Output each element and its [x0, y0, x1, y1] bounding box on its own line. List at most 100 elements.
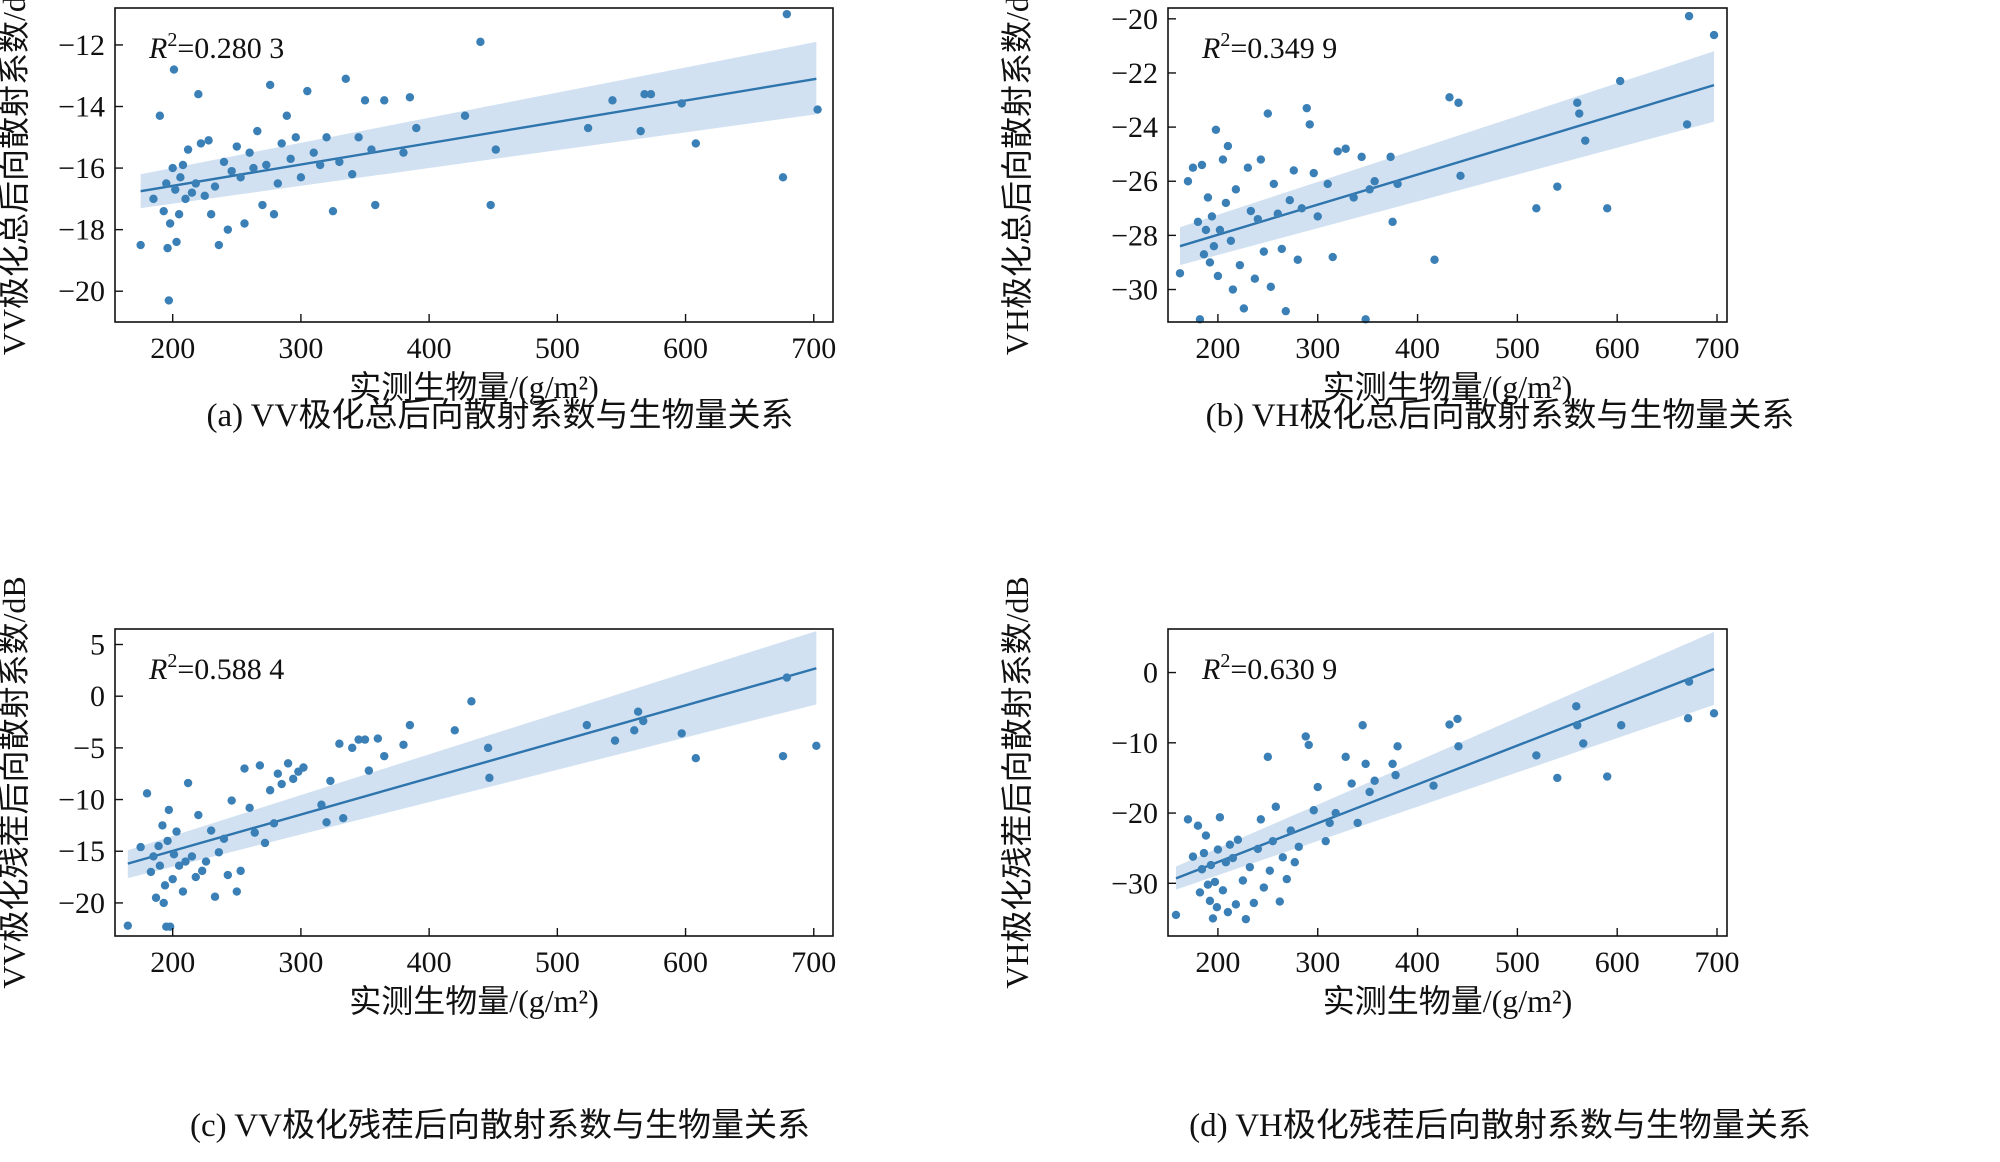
data-point: [289, 774, 298, 784]
data-point: [583, 123, 593, 133]
data-point: [1201, 831, 1211, 840]
data-point: [1183, 177, 1193, 186]
data-point: [691, 139, 701, 148]
x-tick-label: 200: [150, 332, 195, 365]
data-point: [200, 191, 209, 200]
data-point: [1370, 776, 1379, 785]
data-point: [1305, 120, 1314, 129]
data-point: [169, 850, 179, 859]
data-point: [1454, 742, 1463, 751]
data-point: [227, 796, 236, 805]
data-point: [1223, 141, 1233, 151]
r-superscript: 2: [167, 29, 177, 51]
data-point: [326, 776, 335, 786]
y-tick-label: −10: [58, 784, 105, 817]
data-point: [1218, 886, 1228, 895]
data-point: [1256, 155, 1266, 164]
data-point: [163, 836, 172, 846]
data-point: [1615, 76, 1625, 86]
x-tick-label: 300: [278, 946, 323, 979]
data-point: [1225, 840, 1235, 849]
data-point: [1290, 858, 1299, 867]
data-point: [178, 887, 188, 896]
data-point: [206, 826, 216, 835]
x-tick-label: 700: [791, 332, 836, 365]
data-point: [1221, 198, 1231, 208]
data-point: [187, 852, 197, 861]
data-point: [1253, 214, 1263, 224]
data-point: [1266, 282, 1276, 292]
data-point: [1250, 274, 1260, 283]
data-point: [1365, 787, 1374, 797]
x-tick-label: 200: [1195, 332, 1240, 365]
data-point: [196, 139, 206, 148]
chart-svg-d: 200 300 400 500 600 700 −30 −20 −10 0 实测生物量/(g/m²)…: [999, 576, 1740, 1019]
plot-frame: [114, 7, 834, 323]
data-point: [164, 296, 174, 305]
data-point: [354, 133, 363, 142]
data-point: [214, 240, 224, 250]
data-point: [1709, 709, 1719, 718]
data-point: [1341, 752, 1350, 762]
data-point: [1259, 883, 1269, 892]
data-point: [1341, 144, 1350, 153]
data-point: [223, 870, 233, 880]
data-point: [1281, 306, 1290, 316]
x-tick-label: 300: [1295, 332, 1340, 365]
data-point: [1325, 818, 1334, 828]
data-point: [347, 743, 357, 753]
data-point: [151, 893, 161, 902]
data-point: [373, 734, 383, 743]
caption-b: (b) VH极化总后向散射系数与生物量关系: [1205, 398, 1795, 434]
y-tick-label: −5: [73, 732, 105, 765]
data-point: [364, 766, 374, 775]
data-point: [1358, 721, 1367, 730]
data-point: [1253, 844, 1263, 854]
y-tick-label: −18: [58, 214, 105, 247]
r-superscript: 2: [1220, 29, 1230, 51]
data-point: [1223, 907, 1233, 917]
data-point: [176, 173, 185, 182]
data-point: [286, 154, 295, 164]
chart-svg-a: 200 300 400 500 600 700 −20 −18 −16 −14 −12 实测生物量/(…: [0, 0, 836, 405]
data-point: [1294, 842, 1303, 851]
data-point: [812, 741, 821, 751]
data-point: [1238, 876, 1248, 885]
data-point: [273, 179, 283, 188]
data-point: [1199, 250, 1209, 259]
data-point: [399, 148, 408, 157]
data-point: [677, 729, 686, 738]
data-point: [154, 841, 163, 851]
regression-line: [127, 667, 817, 865]
data-point: [328, 206, 338, 216]
data-point: [194, 810, 203, 820]
confidence-band: [140, 41, 817, 209]
data-point: [1235, 260, 1245, 270]
data-point: [335, 157, 344, 167]
x-tick-label: 600: [1595, 332, 1640, 365]
data-point: [214, 848, 224, 857]
r-symbol: R: [148, 32, 167, 65]
x-tick-label: 300: [278, 332, 323, 365]
data-point: [1388, 759, 1397, 769]
confidence-band: [127, 631, 817, 879]
data-point: [636, 126, 645, 136]
data-point: [1454, 98, 1463, 107]
data-point: [1265, 866, 1275, 875]
data-point: [210, 892, 220, 901]
data-point: [1349, 193, 1358, 202]
data-point: [371, 200, 380, 210]
data-point: [1331, 808, 1340, 818]
data-point: [1393, 179, 1402, 189]
data-point: [1581, 136, 1590, 145]
x-tick-label: 300: [1295, 946, 1340, 979]
data-point: [201, 857, 211, 866]
data-point: [485, 773, 494, 783]
data-point: [1275, 897, 1284, 906]
data-point: [236, 173, 245, 182]
data-point: [646, 89, 656, 99]
data-point: [265, 786, 275, 795]
data-point: [1228, 285, 1238, 294]
r-squared-label: R2=0.630 9: [1201, 650, 1337, 686]
data-point: [162, 179, 171, 188]
